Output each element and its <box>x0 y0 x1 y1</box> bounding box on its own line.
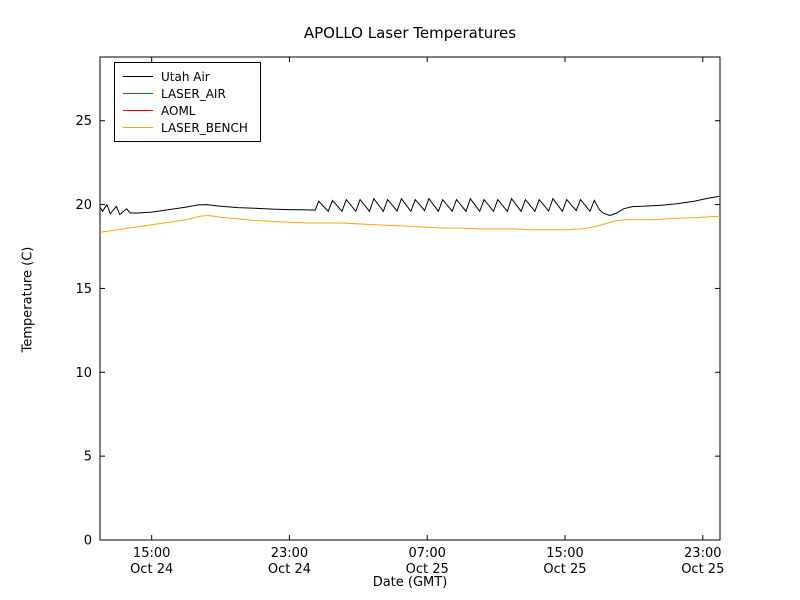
y-tick-label: 25 <box>75 114 92 129</box>
y-tick-label: 20 <box>75 198 92 213</box>
x-tick-label-date: Oct 24 <box>130 562 173 577</box>
y-tick-label: 0 <box>84 534 92 549</box>
x-tick-label-time: 15:00 <box>133 546 170 561</box>
y-tick-label: 10 <box>75 366 92 381</box>
series-line-utah-air <box>99 195 721 217</box>
legend-line-swatch <box>123 93 153 94</box>
legend-item: Utah Air <box>123 68 248 85</box>
legend-label: Utah Air <box>161 69 210 84</box>
y-tick-label: 15 <box>75 282 92 297</box>
legend-line-swatch <box>123 127 153 128</box>
y-tick-label: 5 <box>84 450 92 465</box>
x-tick-label-time: 07:00 <box>408 546 445 561</box>
x-tick-label-date: Oct 24 <box>268 562 311 577</box>
x-tick-label-time: 15:00 <box>546 546 583 561</box>
x-tick-label-date: Oct 25 <box>406 562 449 577</box>
x-tick-label-date: Oct 25 <box>543 562 586 577</box>
x-tick-label-date: Oct 25 <box>681 562 724 577</box>
axes-frame <box>99 56 721 541</box>
chart-title: APOLLO Laser Temperatures <box>303 24 517 42</box>
legend-label: LASER_BENCH <box>161 120 248 135</box>
legend-item: LASER_AIR <box>123 85 248 102</box>
legend-label: AOML <box>161 103 196 118</box>
legend: Utah Air LASER_AIR AOML LASER_BENCH <box>114 62 261 142</box>
x-tick-label-time: 23:00 <box>684 546 721 561</box>
legend-label: LASER_AIR <box>161 86 226 101</box>
legend-line-swatch <box>123 76 153 77</box>
legend-line-swatch <box>123 110 153 111</box>
x-axis-label: Date (GMT) <box>372 575 448 590</box>
series-line-laser-bench <box>99 214 721 233</box>
x-tick-label-time: 23:00 <box>271 546 308 561</box>
legend-item: LASER_BENCH <box>123 119 248 136</box>
legend-item: AOML <box>123 102 248 119</box>
